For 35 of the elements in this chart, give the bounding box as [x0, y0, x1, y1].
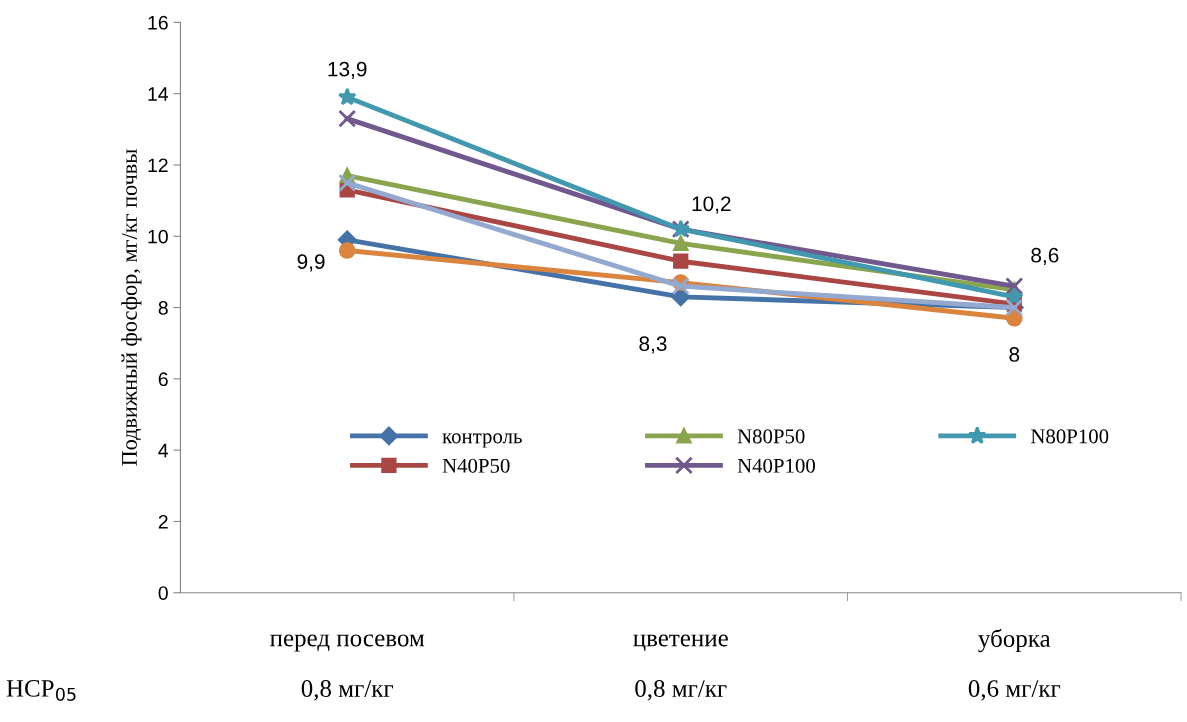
y-tick-label: 2 — [158, 514, 168, 529]
legend-label: N40P100 — [737, 458, 815, 473]
y-tick-label: 14 — [148, 87, 169, 101]
y-tick-label: 4 — [158, 443, 169, 458]
x-tick-label: цветение — [633, 634, 728, 652]
point — [671, 277, 690, 296]
annotation: 8,6 — [1031, 247, 1059, 266]
annotation: 8 — [1009, 347, 1020, 362]
y-axis-title: Подвижный фосфор, мг/кг почвы — [121, 149, 142, 466]
annotation: 9,9 — [297, 254, 325, 272]
legend-label: контроль — [442, 433, 522, 448]
annotation: 10,2 — [692, 196, 731, 214]
y-tick-label: 6 — [158, 372, 168, 387]
annotation: 13,9 — [328, 61, 367, 79]
annotation: 8,3 — [639, 336, 667, 354]
y-tick-label: 8 — [158, 301, 168, 315]
text: НСР$_{05}$ — [6, 679, 76, 701]
point — [673, 235, 689, 252]
y-tick-label: 10 — [148, 229, 168, 244]
y-tick-label: 12 — [148, 158, 168, 173]
x-tick-label: уборка — [978, 628, 1051, 653]
y-tick-label: 16 — [148, 15, 168, 30]
legend-label: N80P50 — [737, 429, 805, 444]
legend-label: N80P100 — [1030, 429, 1109, 444]
x-tick-label: перед посевом — [270, 634, 425, 652]
point — [337, 87, 357, 106]
point — [338, 242, 356, 259]
y-tick-label: 0 — [158, 586, 168, 600]
text: 0,6 мг/кг — [968, 680, 1061, 701]
point — [338, 109, 357, 128]
point — [338, 173, 357, 192]
legend-label: N40P50 — [442, 458, 510, 473]
text: 0,8 мг/кг — [635, 680, 727, 701]
text: 0,8 мг/кг — [301, 680, 394, 701]
point — [673, 253, 689, 269]
